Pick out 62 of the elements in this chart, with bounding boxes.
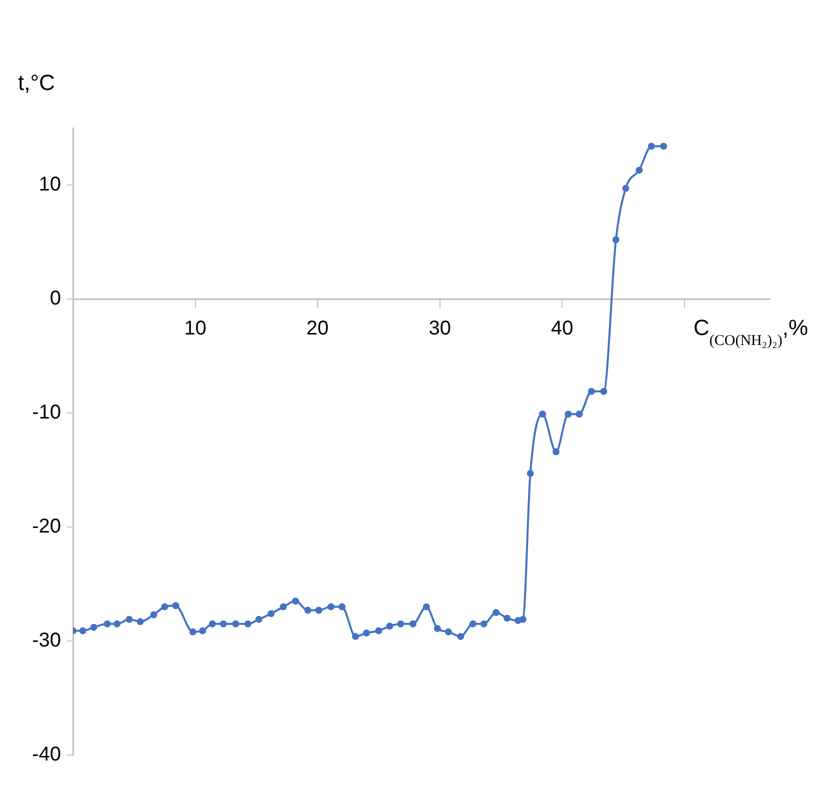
y-tick-label: -40 xyxy=(32,744,61,766)
point xyxy=(444,628,452,636)
point xyxy=(434,624,441,632)
point xyxy=(199,627,206,634)
point xyxy=(492,609,500,616)
point xyxy=(539,410,546,418)
point xyxy=(315,606,322,614)
point xyxy=(375,627,382,634)
point xyxy=(104,620,111,628)
point xyxy=(208,620,216,628)
point xyxy=(622,184,630,192)
point xyxy=(136,618,144,626)
point xyxy=(338,603,346,610)
point xyxy=(636,166,643,174)
x-tick-label: 40 xyxy=(551,318,574,340)
point xyxy=(189,628,196,636)
point xyxy=(480,620,488,628)
point xyxy=(600,388,608,395)
point xyxy=(526,470,534,477)
point xyxy=(612,236,620,244)
point xyxy=(220,620,227,628)
point xyxy=(469,620,476,628)
point xyxy=(352,632,359,640)
point xyxy=(519,616,526,623)
point xyxy=(576,410,583,418)
point xyxy=(552,448,560,456)
point xyxy=(244,620,252,628)
point xyxy=(362,630,370,637)
point xyxy=(514,616,522,624)
point xyxy=(268,610,275,618)
point xyxy=(90,624,98,631)
point xyxy=(150,611,158,618)
point xyxy=(114,620,121,628)
point xyxy=(504,614,511,622)
point xyxy=(564,410,572,418)
y-tick-label: 0 xyxy=(50,288,61,310)
point xyxy=(457,632,464,640)
point xyxy=(292,598,300,605)
point xyxy=(304,606,312,614)
y-tick-label: -20 xyxy=(32,516,61,538)
y-axis-title: t,°C xyxy=(18,70,56,95)
x-tick-label: 10 xyxy=(184,318,206,340)
y-tick-label: -10 xyxy=(32,402,61,424)
point xyxy=(409,620,416,628)
point xyxy=(588,388,595,395)
point xyxy=(328,603,335,610)
point xyxy=(648,142,655,150)
point xyxy=(232,620,240,628)
y-tick-label: 10 xyxy=(38,174,61,196)
x-tick-label: 20 xyxy=(306,318,329,340)
point xyxy=(126,616,133,623)
y-tick-label: -30 xyxy=(32,630,61,652)
point xyxy=(172,602,180,610)
point xyxy=(422,603,430,610)
point xyxy=(79,627,86,634)
point xyxy=(397,620,404,628)
point xyxy=(280,603,287,610)
point xyxy=(161,603,168,610)
point xyxy=(660,142,668,150)
point xyxy=(386,622,394,630)
x-tick-label: 30 xyxy=(428,318,451,340)
point xyxy=(255,616,262,623)
